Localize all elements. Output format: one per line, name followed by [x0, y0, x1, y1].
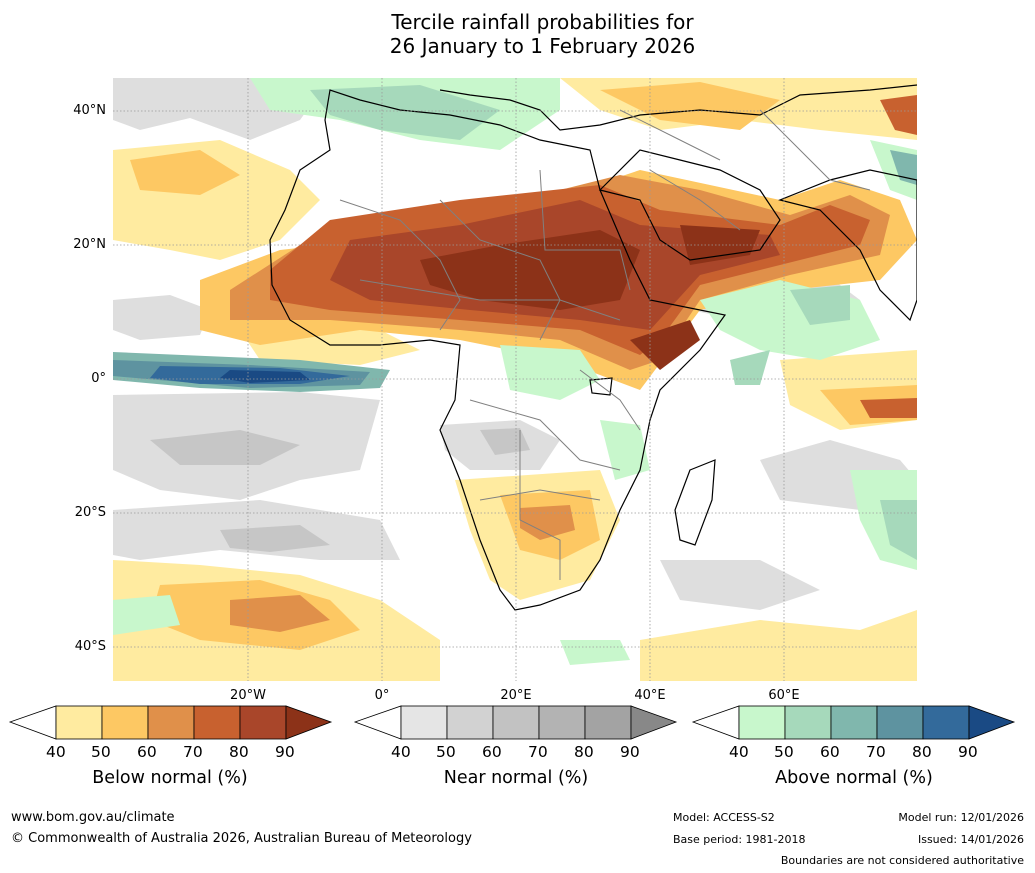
colorbar-below-bin-5 [239, 705, 287, 740]
gridlines [113, 78, 917, 681]
above-tick: 90 [958, 743, 978, 761]
colorbar-below-bin-3 [147, 705, 195, 740]
lat-label-20n: 20°N [73, 237, 106, 252]
near-tick: 90 [620, 743, 640, 761]
above-tick: 60 [820, 743, 840, 761]
footer-issued: Issued: 14/01/2026 [917, 833, 1024, 846]
footer-model-run: Model run: 12/01/2026 [898, 811, 1024, 824]
footer-website[interactable]: www.bom.gov.au/climate [11, 810, 175, 825]
below-tick: 80 [229, 743, 249, 761]
near-tick: 40 [391, 743, 411, 761]
map-title: Tercile rainfall probabilities for 26 Ja… [0, 10, 1035, 58]
footer-base-period: Base period: 1981-2018 [673, 833, 806, 846]
colorbar-above-bin-2 [784, 705, 832, 740]
colorbar-above-normal [691, 705, 1016, 740]
lat-label-20s: 20°S [74, 505, 106, 520]
colorbar-near-arrow-left [353, 705, 402, 740]
below-tick: 60 [137, 743, 157, 761]
footer-disclaimer: Boundaries are not considered authoritat… [780, 854, 1024, 867]
colorbar-near-bin-4 [538, 705, 586, 740]
colorbar-above-arrow-left [691, 705, 740, 740]
near-tick: 70 [528, 743, 548, 761]
lon-label-20w: 20°W [230, 688, 266, 703]
colorbar-below-bin-4 [193, 705, 241, 740]
below-tick: 50 [91, 743, 111, 761]
near-tick: 60 [482, 743, 502, 761]
colorbar-below-arrow-left [8, 705, 57, 740]
below-tick: 40 [46, 743, 66, 761]
footer-model: Model: ACCESS-S2 [673, 811, 775, 824]
colorbar-below-arrow-right [285, 705, 333, 740]
below-tick: 70 [183, 743, 203, 761]
lat-label-40n: 40°N [73, 103, 106, 118]
above-tick: 70 [866, 743, 886, 761]
map-title-line2: 26 January to 1 February 2026 [389, 34, 696, 58]
map-title-line1: Tercile rainfall probabilities for [391, 10, 694, 34]
lon-label-20e: 20°E [500, 688, 532, 703]
above-tick: 40 [729, 743, 749, 761]
colorbar-above-bin-3 [830, 705, 878, 740]
near-normal-darker [150, 428, 530, 552]
lat-label-40s: 40°S [74, 639, 106, 654]
colorbar-above-bin-5 [922, 705, 970, 740]
lat-label-0: 0° [91, 371, 106, 386]
colorbar-below-normal [8, 705, 333, 740]
colorbar-label-near: Near normal (%) [443, 768, 589, 788]
lon-label-40e: 40°E [634, 688, 666, 703]
lon-label-60e: 60°E [768, 688, 800, 703]
colorbar-above-arrow-right [968, 705, 1016, 740]
colorbar-near-bin-2 [446, 705, 494, 740]
coastlines [269, 84, 917, 611]
lon-label-0: 0° [374, 688, 390, 703]
colorbar-near-arrow-right [630, 705, 678, 740]
colorbar-label-below: Below normal (%) [92, 768, 248, 788]
colorbar-below-bin-1 [55, 705, 103, 740]
colorbar-above-bin-4 [876, 705, 924, 740]
colorbar-above-bin-1 [738, 705, 786, 740]
colorbar-below-bin-2 [101, 705, 149, 740]
above-tick: 50 [774, 743, 794, 761]
colorbar-near-bin-5 [584, 705, 632, 740]
colorbar-near-normal [353, 705, 678, 740]
colorbar-near-bin-1 [400, 705, 448, 740]
colorbar-label-above: Above normal (%) [775, 768, 933, 788]
above-tick: 80 [912, 743, 932, 761]
above-normal-90-plus [220, 370, 310, 383]
near-tick: 80 [574, 743, 594, 761]
country-borders [339, 109, 871, 580]
near-tick: 50 [436, 743, 456, 761]
colorbar-near-bin-3 [492, 705, 540, 740]
below-tick: 90 [275, 743, 295, 761]
footer-copyright: © Commonwealth of Australia 2026, Austra… [11, 831, 472, 846]
